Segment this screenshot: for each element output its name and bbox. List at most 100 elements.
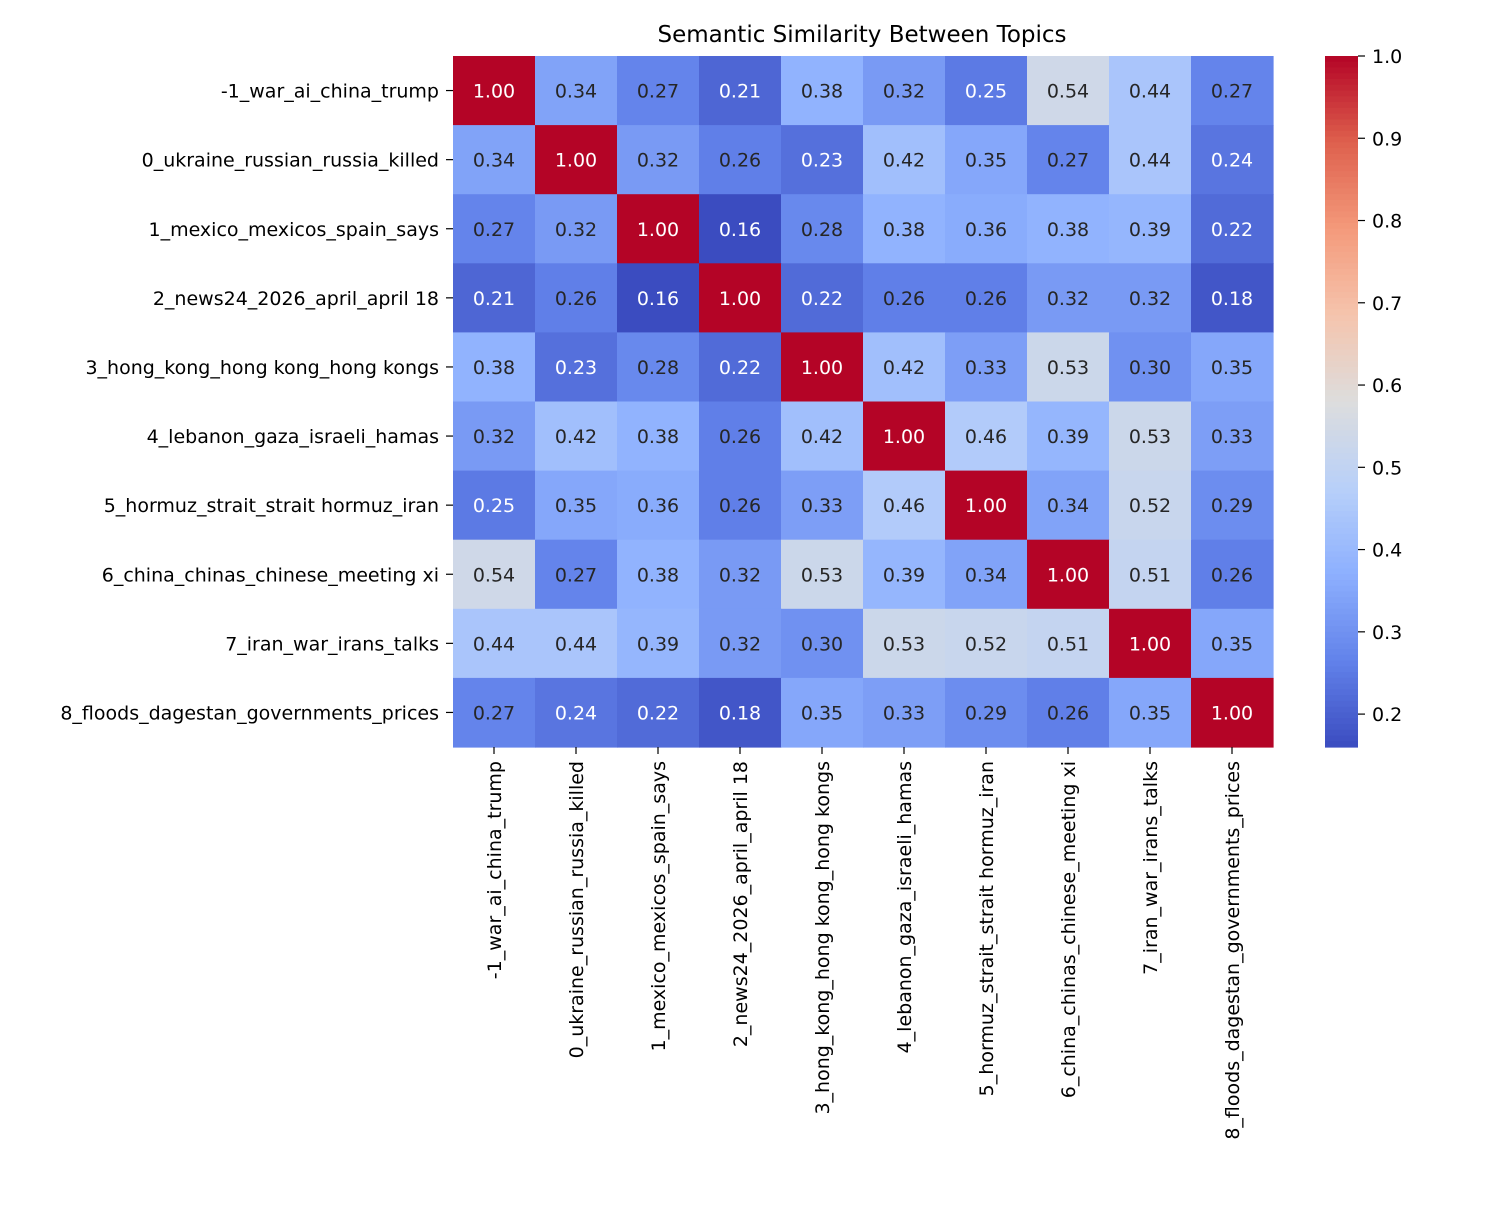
colorbar-segment [1325, 533, 1358, 541]
colorbar-segment [1325, 407, 1358, 414]
colorbar-segment [1325, 539, 1358, 547]
colorbar-segment [1325, 568, 1358, 575]
heatmap-cell [699, 470, 782, 541]
colorbar-segment [1325, 470, 1358, 477]
colorbar: 0.2 0.3 0.4 0.5 0.6 0.7 0.8 0.9 1.0 [1325, 46, 1402, 748]
heatmap-cell [1109, 194, 1192, 264]
heatmap-cell [863, 194, 946, 264]
heatmap-cell [1191, 608, 1274, 679]
cell-value-label: 0.33 [801, 495, 843, 517]
cell-value-label: 0.26 [965, 288, 1007, 310]
heatmap-cell [945, 539, 1028, 610]
colorbar-segment [1325, 188, 1358, 195]
colorbar-segment [1325, 286, 1358, 293]
colorbar-segment [1325, 459, 1358, 466]
row-tick-label: -1_war_ai_china_trump [221, 81, 439, 103]
column-tick-labels: -1_war_ai_china_trump 0_ukraine_russian_r… [484, 747, 1244, 1140]
heatmap-cell [617, 470, 700, 541]
colorbar-segment [1325, 516, 1358, 524]
cell-value-label: 0.44 [473, 633, 515, 655]
heatmap-cell [699, 401, 782, 472]
row-tick-labels: -1_war_ai_china_trump 0_ukraine_russian_r… [60, 81, 453, 724]
colorbar-segment [1325, 257, 1358, 264]
colorbar-segment [1325, 441, 1358, 449]
cell-value-label: 0.29 [965, 702, 1007, 724]
cell-value-label: 0.46 [965, 426, 1007, 448]
heatmap-cell [945, 125, 1028, 195]
colorbar-segment [1325, 142, 1358, 149]
cell-value-label: 0.16 [719, 219, 761, 241]
colorbar-segment [1325, 626, 1358, 633]
heatmap-cell [1109, 401, 1192, 472]
heatmap-cell [453, 56, 536, 126]
colorbar-segment [1325, 666, 1358, 673]
cell-value-label: 0.26 [719, 150, 761, 172]
heatmap-cell [1191, 332, 1274, 403]
heatmap-cell [699, 677, 782, 748]
colorbar-segment [1325, 297, 1358, 305]
cell-value-label: 1.00 [555, 150, 597, 172]
colorbar-segment [1325, 153, 1358, 161]
heatmap-cell [453, 194, 536, 264]
colorbar-segment [1325, 395, 1358, 403]
colorbar-segment [1325, 723, 1358, 731]
cell-value-label: 0.54 [1047, 81, 1089, 103]
cell-value-label: 0.34 [555, 81, 597, 103]
heatmap-cell [1109, 470, 1192, 541]
colorbar-segment [1325, 320, 1358, 328]
heatmap-cell [781, 608, 864, 679]
cell-value-label: 1.00 [1129, 633, 1171, 655]
colorbar-segment [1325, 700, 1358, 708]
cell-value-label: 0.18 [1211, 288, 1253, 310]
colorbar-segment [1325, 413, 1358, 420]
heatmap-cell [1191, 677, 1274, 748]
cell-value-label: 0.26 [719, 495, 761, 517]
heatmap-cell [863, 125, 946, 195]
heatmap-cell [1191, 194, 1274, 264]
colorbar-segment [1325, 603, 1358, 610]
colorbar-segment [1325, 631, 1358, 639]
colorbar-segment [1325, 67, 1358, 74]
heatmap-cell [617, 608, 700, 679]
colorbar-segment [1325, 735, 1358, 742]
colorbar-segment [1325, 505, 1358, 512]
heatmap-cell [535, 677, 618, 748]
colorbar-segment [1325, 246, 1358, 253]
cell-value-label: 0.38 [883, 219, 925, 241]
cell-value-label: 0.39 [883, 564, 925, 586]
column-tick-label: 4_lebanon_gaza_israeli_hamas [894, 761, 916, 1053]
cell-value-label: 0.39 [1129, 219, 1171, 241]
colorbar-segment [1325, 487, 1358, 495]
cell-value-label: 0.35 [965, 150, 1007, 172]
cell-value-label: 0.26 [1211, 564, 1253, 586]
colorbar-segment [1325, 182, 1358, 190]
cell-value-label: 0.28 [637, 357, 679, 379]
heatmap-cell [1191, 470, 1274, 541]
heatmap-cell [1109, 677, 1192, 748]
heatmap-cell [945, 332, 1028, 403]
heatmap-cell [453, 470, 536, 541]
colorbar-segment [1325, 643, 1358, 650]
cell-value-label: 0.32 [637, 150, 679, 172]
colorbar-segment [1325, 464, 1358, 472]
heatmap-cell [863, 332, 946, 403]
colorbar-segment [1325, 366, 1358, 374]
colorbar-segment [1325, 574, 1358, 581]
colorbar-segment [1325, 597, 1358, 604]
colorbar-tick-label: 0.9 [1372, 128, 1402, 150]
heatmap-cell [781, 677, 864, 748]
heatmap-cell [863, 56, 946, 126]
cell-value-label: 0.32 [719, 633, 761, 655]
colorbar-segment [1325, 79, 1358, 86]
cell-value-label: 0.27 [637, 81, 679, 103]
colorbar-segment [1325, 217, 1358, 224]
colorbar-segment [1325, 61, 1358, 69]
colorbar-segment [1325, 176, 1358, 184]
colorbar-segment [1325, 453, 1358, 460]
cell-value-label: 0.27 [1211, 81, 1253, 103]
cell-value-label: 0.26 [719, 426, 761, 448]
cell-value-label: 0.23 [801, 150, 843, 172]
cell-value-label: 0.28 [801, 219, 843, 241]
cell-value-label: 0.35 [801, 702, 843, 724]
colorbar-segment [1325, 424, 1358, 431]
